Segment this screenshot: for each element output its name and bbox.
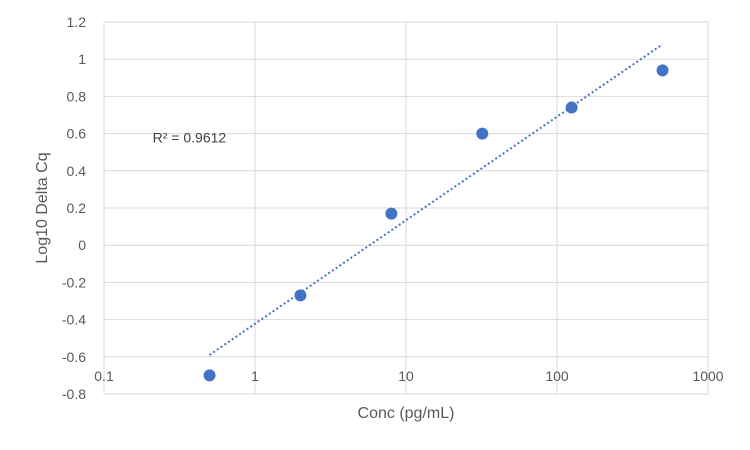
- r-squared-annotation: R² = 0.9612: [153, 129, 227, 145]
- trendline: [208, 43, 664, 356]
- y-tick-label: -0.2: [62, 274, 86, 290]
- y-tick-label: -0.6: [62, 349, 86, 365]
- y-tick-label: 0.8: [67, 88, 87, 104]
- data-points: [203, 64, 669, 382]
- y-tick-label: 0.6: [67, 126, 87, 142]
- x-tick-label: 1: [251, 368, 259, 384]
- data-point: [656, 64, 669, 77]
- data-point: [385, 207, 398, 220]
- y-tick-label: 0.4: [67, 163, 87, 179]
- x-tick-label: 1000: [692, 368, 723, 384]
- annotations: R² = 0.9612: [153, 129, 227, 145]
- x-tick-labels: 0.1 1 10 100 1000: [94, 368, 724, 384]
- x-tick-label: 100: [545, 368, 569, 384]
- y-tick-label: 1.2: [67, 14, 87, 30]
- data-point: [565, 101, 578, 114]
- y-tick-label: -0.8: [62, 386, 86, 402]
- x-axis-title: Conc (pg/mL): [358, 405, 455, 422]
- grid-lines: [103, 21, 709, 395]
- y-tick-label: 0: [78, 237, 86, 253]
- y-axis-title: Log10 Delta Cq: [34, 152, 51, 263]
- data-point: [476, 127, 489, 140]
- y-tick-label: 0.2: [67, 200, 87, 216]
- x-tick-label: 10: [398, 368, 414, 384]
- y-tick-labels: -0.8 -0.6 -0.4 -0.2 0 0.2 0.4 0.6 0.8 1 1.2: [62, 14, 86, 402]
- y-tick-label: -0.4: [62, 312, 86, 328]
- y-tick-label: 1: [78, 51, 86, 67]
- x-tick-label: 0.1: [94, 368, 114, 384]
- data-point: [203, 369, 216, 382]
- data-point: [294, 289, 307, 302]
- trendline-group: [208, 43, 664, 356]
